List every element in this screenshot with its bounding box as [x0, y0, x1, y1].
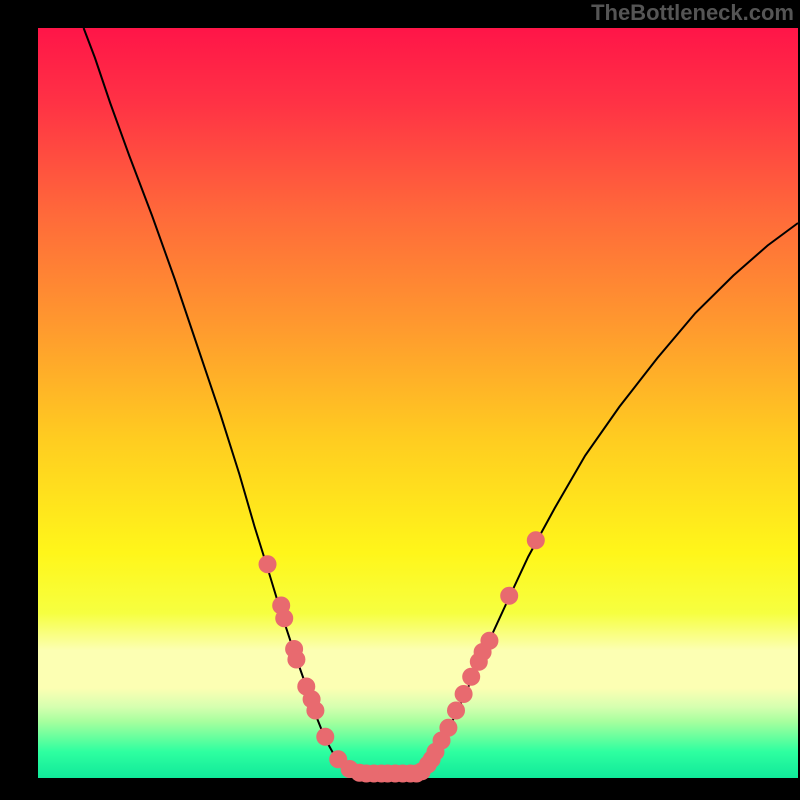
data-marker	[287, 651, 305, 669]
data-marker	[527, 531, 545, 549]
data-marker	[275, 609, 293, 627]
data-marker	[439, 719, 457, 737]
data-marker	[316, 728, 334, 746]
data-marker	[306, 702, 324, 720]
gradient-background	[38, 28, 798, 778]
data-marker	[455, 685, 473, 703]
bottleneck-chart	[0, 0, 800, 800]
data-marker	[259, 555, 277, 573]
chart-container: TheBottleneck.com	[0, 0, 800, 800]
data-marker	[500, 587, 518, 605]
data-marker	[480, 632, 498, 650]
data-marker	[447, 702, 465, 720]
watermark-text: TheBottleneck.com	[591, 0, 794, 26]
